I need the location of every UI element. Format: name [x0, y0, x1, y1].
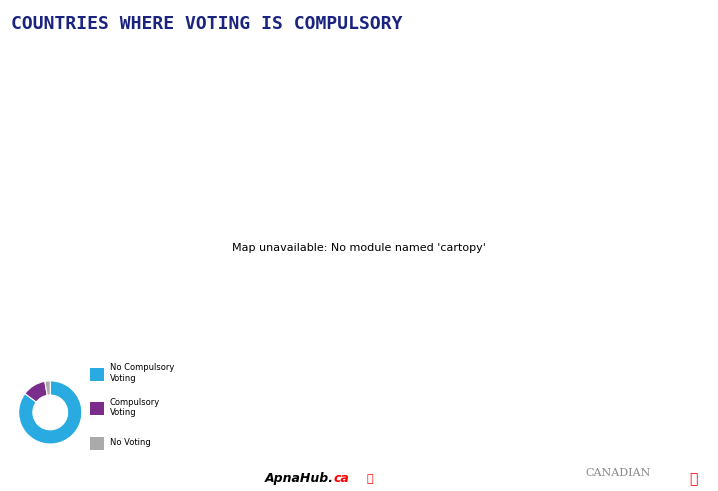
Text: Compulsory
Voting: Compulsory Voting: [110, 398, 160, 417]
Text: THE MAINSTREAM: THE MAINSTREAM: [440, 468, 554, 477]
Text: ca: ca: [334, 472, 350, 485]
Text: 🍁: 🍁: [366, 474, 373, 484]
Wedge shape: [45, 381, 50, 395]
Text: COUNTRIES WHERE VOTING IS COMPULSORY: COUNTRIES WHERE VOTING IS COMPULSORY: [11, 15, 402, 33]
Wedge shape: [19, 381, 82, 444]
Bar: [90, 402, 104, 415]
Text: ApnaHub.: ApnaHub.: [265, 472, 334, 485]
Text: CANADIAN: CANADIAN: [585, 468, 651, 478]
Text: No Voting: No Voting: [110, 437, 151, 447]
Bar: [90, 368, 104, 381]
Text: 🍁: 🍁: [689, 472, 698, 486]
Text: No Compulsory
Voting: No Compulsory Voting: [110, 363, 174, 382]
Wedge shape: [25, 382, 47, 402]
Bar: [90, 436, 104, 450]
Text: Map unavailable: No module named 'cartopy': Map unavailable: No module named 'cartop…: [232, 243, 486, 253]
